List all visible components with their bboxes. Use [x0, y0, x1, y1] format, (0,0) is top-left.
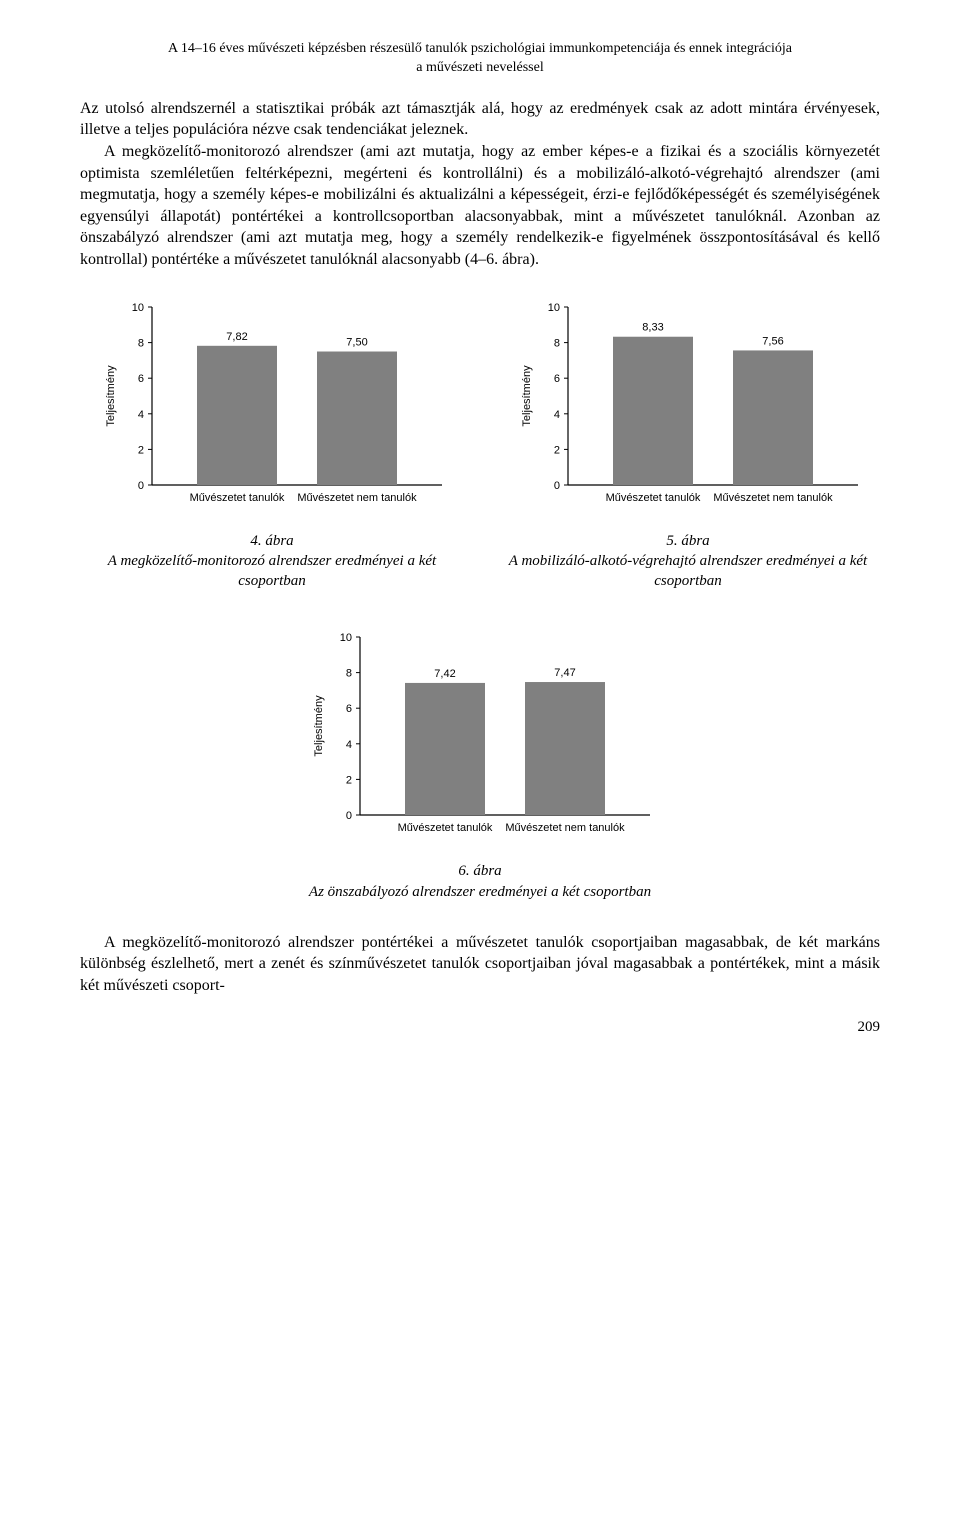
chart-4-caption: 4. ábra A megközelítő-monitorozó alrends… — [80, 531, 464, 592]
footer-paragraph: A megközelítő-monitorozó alrendszer pont… — [80, 932, 880, 997]
svg-text:4: 4 — [138, 408, 144, 420]
svg-text:10: 10 — [132, 302, 144, 314]
svg-text:0: 0 — [554, 480, 560, 492]
chart-5-fignum: 5. ábra — [666, 533, 709, 549]
running-header: A 14–16 éves művészeti képzésben részesü… — [80, 40, 880, 78]
svg-text:4: 4 — [554, 408, 560, 420]
svg-text:6: 6 — [346, 703, 352, 715]
svg-text:6: 6 — [554, 373, 560, 385]
chart-4-fignum: 4. ábra — [250, 533, 293, 549]
header-line2: a művészeti neveléssel — [80, 59, 880, 78]
chart-5-captiontext: A mobilizáló-alkotó-végrehajtó alrendsze… — [509, 553, 867, 589]
svg-text:2: 2 — [138, 444, 144, 456]
svg-text:7,56: 7,56 — [762, 335, 783, 347]
svg-text:10: 10 — [548, 302, 560, 314]
svg-text:Teljesítmény: Teljesítmény — [105, 364, 117, 426]
paragraph-1: Az utolsó alrendszernél a statisztikai p… — [80, 98, 880, 141]
chart-5-block: 0 2 4 6 8 10 Teljesítmény 8,33 Művészetet tanuló… — [496, 291, 880, 592]
header-line1: A 14–16 éves művészeti képzésben részesü… — [80, 40, 880, 59]
svg-text:7,82: 7,82 — [226, 330, 247, 342]
svg-text:8: 8 — [554, 337, 560, 349]
svg-text:Művészetet tanulók: Művészetet tanulók — [606, 492, 701, 504]
svg-text:2: 2 — [554, 444, 560, 456]
chart-6-caption: 6. ábra Az önszabályozó alrendszer eredm… — [309, 861, 651, 902]
svg-text:Teljesítmény: Teljesítmény — [521, 364, 533, 426]
svg-text:Művészetet nem tanulók: Művészetet nem tanulók — [297, 492, 417, 504]
chart-4: 0 2 4 6 8 10 Teljesítmény 7,82 Művészetet tanuló… — [92, 291, 452, 521]
svg-text:8: 8 — [138, 337, 144, 349]
body-text: Az utolsó alrendszernél a statisztikai p… — [80, 98, 880, 271]
chart-6-fignum: 6. ábra — [458, 863, 501, 879]
chart-6-captiontext: Az önszabályozó alrendszer eredményei a … — [309, 884, 651, 900]
chart-5: 0 2 4 6 8 10 Teljesítmény 8,33 Művészetet tanuló… — [508, 291, 868, 521]
page-number: 209 — [80, 1017, 880, 1037]
svg-text:Teljesítmény: Teljesítmény — [313, 695, 325, 757]
chart-6: 0 2 4 6 8 10 Teljesítmény 7,42 Művészetet tanuló… — [300, 621, 660, 851]
svg-text:Művészetet nem tanulók: Művészetet nem tanulók — [713, 492, 833, 504]
svg-text:7,47: 7,47 — [554, 667, 575, 679]
svg-text:10: 10 — [340, 632, 352, 644]
chart-4-block: 0 2 4 6 8 10 Teljesítmény 7,82 Művészetet tanuló… — [80, 291, 464, 592]
svg-text:6: 6 — [138, 373, 144, 385]
svg-text:Művészetet tanulók: Művészetet tanulók — [398, 822, 493, 834]
svg-text:Művészetet tanulók: Művészetet tanulók — [190, 492, 285, 504]
svg-text:8: 8 — [346, 668, 352, 680]
svg-text:7,50: 7,50 — [346, 336, 367, 348]
svg-text:8,33: 8,33 — [642, 321, 663, 333]
chart-4-captiontext: A megközelítő-monitorozó alrendszer ered… — [108, 553, 436, 589]
svg-text:0: 0 — [138, 480, 144, 492]
charts-row-top: 0 2 4 6 8 10 Teljesítmény 7,82 Művészetet tanuló… — [80, 291, 880, 592]
svg-text:Művészetet nem tanulók: Művészetet nem tanulók — [505, 822, 625, 834]
footer-text: A megközelítő-monitorozó alrendszer pont… — [80, 932, 880, 997]
svg-text:4: 4 — [346, 739, 352, 751]
chart-6-block: 0 2 4 6 8 10 Teljesítmény 7,42 Művészetet tanuló… — [80, 621, 880, 902]
svg-text:0: 0 — [346, 810, 352, 822]
svg-text:2: 2 — [346, 775, 352, 787]
paragraph-2: A megközelítő-monitorozó alrendszer (ami… — [80, 141, 880, 271]
chart-5-caption: 5. ábra A mobilizáló-alkotó-végrehajtó a… — [496, 531, 880, 592]
svg-text:7,42: 7,42 — [434, 668, 455, 680]
